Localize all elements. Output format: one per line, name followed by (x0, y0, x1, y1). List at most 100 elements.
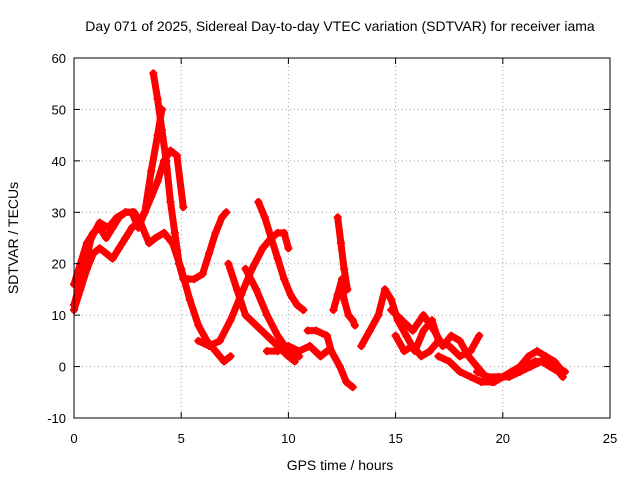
series-arc6 (224, 259, 299, 366)
data-point-marker (398, 316, 407, 325)
data-point-marker (515, 362, 524, 371)
y-tick-label: 0 (59, 360, 66, 375)
data-point-marker (303, 326, 312, 335)
data-point-marker (292, 300, 301, 309)
series-arc4 (149, 69, 231, 284)
data-point-marker (374, 311, 383, 320)
data-point-marker (455, 367, 464, 376)
data-point-marker (466, 372, 475, 381)
series-arc18 (498, 347, 567, 381)
data-point-marker (211, 347, 220, 356)
data-point-marker (145, 239, 154, 248)
data-point-marker (153, 95, 162, 104)
data-point-marker (327, 347, 336, 356)
data-point-marker (550, 357, 559, 366)
plot-frame (73, 57, 611, 419)
data-point-marker (312, 326, 321, 335)
data-point-marker (455, 336, 464, 345)
data-point-marker (558, 367, 567, 376)
data-point-marker (343, 285, 352, 294)
data-point-marker (205, 342, 214, 350)
data-point-marker (95, 218, 104, 227)
data-point-marker (190, 275, 199, 284)
data-point-marker (365, 326, 374, 335)
data-point-marker (166, 198, 175, 206)
data-point-marker (305, 342, 314, 350)
data-point-marker (387, 306, 396, 314)
data-point-marker (466, 347, 475, 356)
x-tick-label: 20 (496, 431, 510, 446)
series-line (224, 260, 299, 365)
data-point-marker (533, 347, 542, 356)
data-point-marker (211, 228, 220, 237)
data-point-marker (434, 352, 443, 361)
data-point-marker (160, 228, 169, 237)
series-line (254, 198, 307, 314)
data-point-marker (537, 357, 546, 366)
data-point-marker (417, 352, 426, 361)
data-point-marker (205, 249, 214, 258)
x-tick-label: 0 (70, 431, 77, 446)
data-point-marker (408, 342, 417, 350)
data-point-marker (112, 213, 121, 222)
data-point-marker (252, 285, 261, 294)
data-point-marker (391, 331, 400, 340)
data-point-marker (194, 336, 203, 345)
data-point-marker (241, 311, 250, 320)
data-point-marker (241, 264, 250, 273)
data-point-marker (258, 244, 267, 253)
data-point-marker (78, 270, 87, 278)
data-point-marker (357, 342, 366, 350)
data-point-marker (198, 270, 207, 278)
data-point-marker (222, 208, 231, 217)
x-tick-label: 10 (281, 431, 295, 446)
data-point-marker (179, 203, 188, 212)
data-point-marker (445, 342, 454, 350)
data-point-marker (175, 259, 184, 268)
data-point-marker (333, 213, 342, 222)
data-point-marker (344, 311, 353, 320)
data-point-marker (290, 357, 299, 366)
y-tick-label: 50 (52, 102, 66, 117)
data-point-marker (316, 352, 325, 361)
data-point-marker (172, 151, 181, 160)
data-point-marker (284, 244, 293, 253)
data-point-marker (252, 321, 261, 330)
data-point-marker (87, 234, 96, 242)
data-point-marker (162, 156, 171, 165)
data-point-marker (157, 126, 166, 134)
data-point-marker (455, 352, 464, 361)
x-tick-label: 5 (178, 431, 185, 446)
data-point-marker (498, 372, 507, 381)
data-series (70, 69, 569, 392)
data-point-marker (273, 331, 282, 340)
y-tick-label: 40 (52, 154, 66, 169)
data-point-marker (402, 331, 411, 340)
data-point-marker (95, 244, 104, 253)
data-point-marker (260, 213, 269, 222)
data-point-marker (226, 316, 235, 325)
data-point-marker (102, 249, 111, 258)
data-point-marker (348, 316, 357, 325)
x-axis-label: GPS time / hours (287, 457, 394, 473)
data-point-marker (215, 336, 224, 345)
data-point-marker (329, 306, 338, 314)
data-point-marker (185, 295, 194, 304)
axis-ticks: 0 5 10 15 20 25 -10 0 10 20 30 40 50 60 (47, 51, 617, 446)
data-point-marker (273, 254, 282, 263)
series-arc12 (333, 213, 352, 294)
data-point-marker (140, 208, 149, 217)
data-point-marker (408, 326, 417, 335)
y-tick-label: -10 (47, 411, 66, 426)
series-arc17 (473, 357, 567, 381)
data-point-marker (333, 290, 342, 299)
data-point-marker (526, 362, 535, 371)
data-point-marker (434, 336, 443, 345)
data-point-marker (127, 223, 136, 232)
data-point-marker (102, 234, 111, 242)
data-point-marker (147, 167, 156, 176)
series-arc10 (303, 326, 357, 392)
data-point-marker (380, 285, 389, 294)
data-point-marker (299, 306, 308, 314)
